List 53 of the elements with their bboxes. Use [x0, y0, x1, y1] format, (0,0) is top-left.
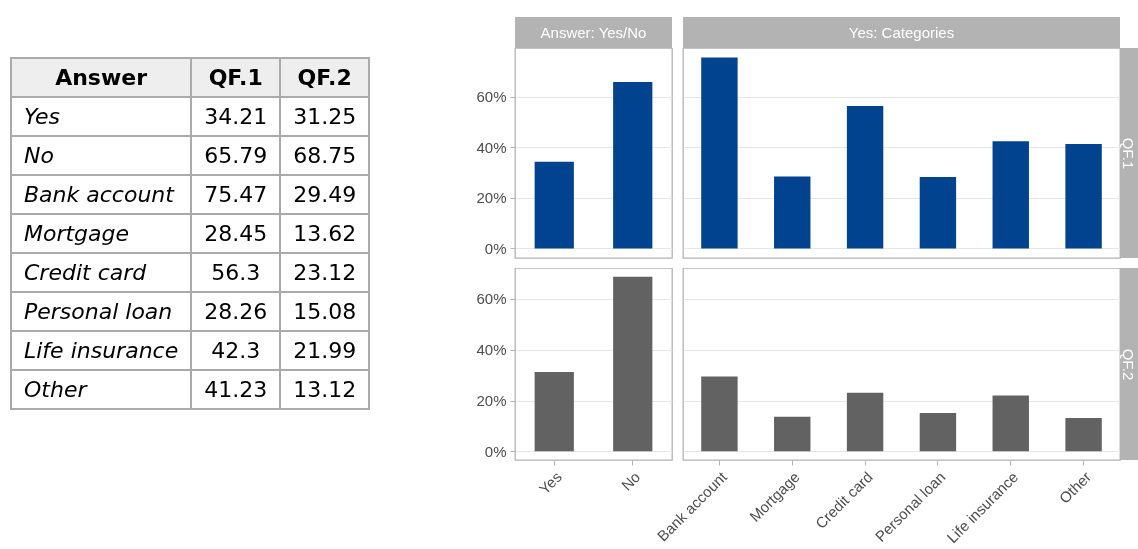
bar — [992, 141, 1029, 249]
legend-label: QF.2 — [280, 58, 370, 97]
data-label: 13.12 — [280, 370, 370, 409]
y-tick-label: 20% — [476, 189, 507, 207]
category-label: Bank account — [11, 175, 192, 214]
data-label: 68.75 — [280, 136, 370, 175]
data-label: 28.26 — [191, 292, 281, 331]
data-label: 75.47 — [191, 175, 281, 214]
y-tick-label: 40% — [476, 341, 507, 359]
data-label: 21.99 — [280, 331, 370, 370]
y-tick-label: 0% — [484, 239, 507, 257]
bar — [774, 176, 811, 249]
category-label: Other — [11, 370, 192, 409]
bar — [846, 105, 884, 249]
bar — [701, 376, 738, 452]
y-tick-label: 60% — [476, 88, 507, 106]
category-label: Credit card — [11, 253, 192, 292]
bar — [701, 57, 738, 249]
chart-title: Yes: Categories — [683, 17, 1120, 48]
y-tick-label: 40% — [476, 138, 507, 156]
data-label: 13.62 — [280, 214, 370, 253]
bar — [846, 392, 884, 452]
x-tick-label: Yes — [535, 468, 565, 498]
bar — [919, 413, 957, 452]
data-label: 34.21 — [191, 97, 281, 136]
bar — [774, 416, 811, 452]
y2-axis-title: QF.1 — [1120, 137, 1138, 169]
data-label: 41.23 — [191, 370, 281, 409]
bar — [992, 395, 1029, 452]
data-label: 23.12 — [280, 253, 370, 292]
data-label: 15.08 — [280, 292, 370, 331]
data-label: 56.3 — [191, 253, 281, 292]
y2-axis-title: QF.2 — [1120, 348, 1138, 380]
y-tick-label: 0% — [484, 442, 507, 460]
y-tick-label: 60% — [476, 290, 507, 308]
data-label: 29.49 — [280, 175, 370, 214]
data-label: 65.79 — [191, 136, 281, 175]
text: Answer — [11, 58, 192, 97]
bar — [919, 176, 957, 249]
category-label: Personal loan — [11, 292, 192, 331]
bar — [1065, 144, 1102, 249]
category-label: Mortgage — [11, 214, 192, 253]
x-tick-label: No — [617, 468, 644, 494]
text: QF.1 — [191, 58, 281, 97]
bar — [1065, 418, 1102, 452]
data-label: 42.3 — [191, 331, 281, 370]
data-label: 28.45 — [191, 214, 281, 253]
chart-title: Answer: Yes/No — [515, 17, 672, 48]
category-label: Yes — [11, 97, 192, 136]
category-label: Life insurance — [11, 331, 192, 370]
y-tick-label: 20% — [476, 392, 507, 410]
category-label: No — [11, 136, 192, 175]
data-label: 31.25 — [280, 97, 370, 136]
